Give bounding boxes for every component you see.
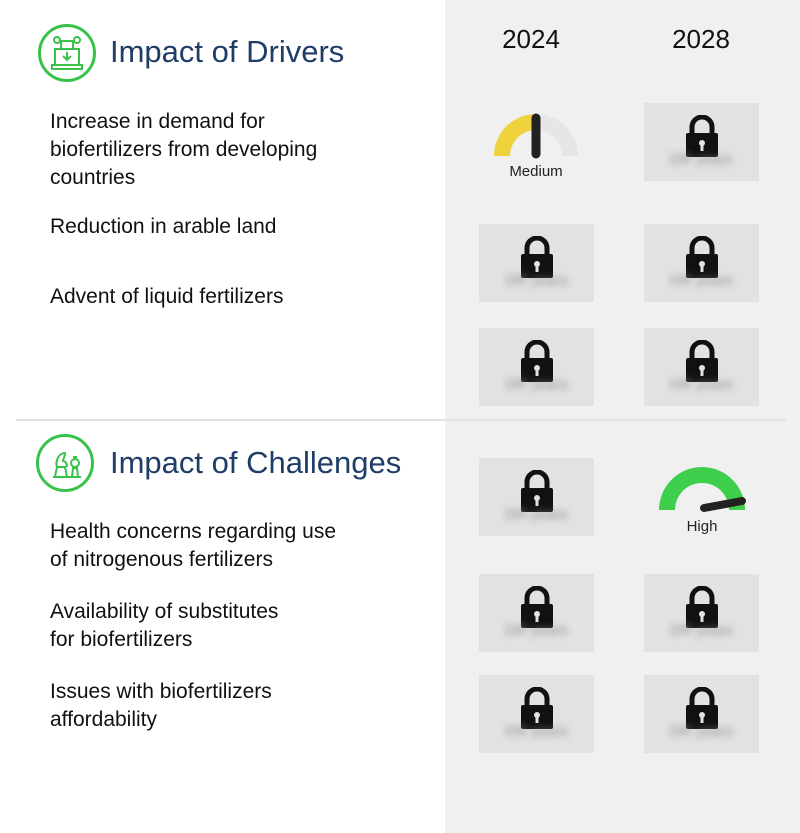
- medium-gauge-label: Medium: [509, 163, 563, 180]
- lock-icon: [686, 340, 718, 382]
- lock-icon: [521, 340, 553, 382]
- locked-cell[interactable]: DR years: [479, 458, 594, 536]
- locked-cell[interactable]: DR years: [644, 224, 759, 302]
- locked-cell[interactable]: DR years: [479, 328, 594, 406]
- locked-cell[interactable]: DR years: [644, 103, 759, 181]
- lock-icon: [521, 687, 553, 729]
- lock-icon: [686, 586, 718, 628]
- high-impact-gauge: High: [642, 458, 762, 548]
- driver-row-1-label: Increase in demand for biofertilizers fr…: [50, 110, 318, 189]
- challenge-row-2-label: Availability of substitutes for bioferti…: [50, 600, 279, 651]
- challenge-row-3-label: Issues with biofertilizers affordability: [50, 680, 272, 731]
- lock-icon: [521, 470, 553, 512]
- lock-icon: [521, 236, 553, 278]
- factory-icon: [38, 24, 96, 82]
- driver-row-3-label: Advent of liquid fertilizers: [50, 285, 284, 308]
- challenge-row-1-label: Health concerns regarding use of nitroge…: [50, 520, 337, 571]
- locked-cell[interactable]: DR years: [644, 574, 759, 652]
- locked-cell[interactable]: DR years: [479, 224, 594, 302]
- locked-cell[interactable]: DR years: [479, 675, 594, 753]
- lock-icon: [686, 115, 718, 157]
- chess-pieces-icon: [36, 434, 94, 492]
- year-2028-header: 2028: [672, 24, 730, 54]
- lock-icon: [686, 236, 718, 278]
- section-divider: [16, 419, 786, 421]
- locked-cell[interactable]: DR years: [644, 675, 759, 753]
- year-2024-header: 2024: [502, 24, 560, 54]
- locked-cell[interactable]: DR years: [479, 574, 594, 652]
- medium-impact-gauge: Medium: [476, 104, 596, 194]
- challenges-title: Impact of Challenges: [110, 445, 402, 480]
- lock-icon: [686, 687, 718, 729]
- locked-cell[interactable]: DR years: [644, 328, 759, 406]
- driver-row-2-label: Reduction in arable land: [50, 215, 277, 238]
- lock-icon: [521, 586, 553, 628]
- drivers-title: Impact of Drivers: [110, 34, 345, 69]
- high-gauge-label: High: [686, 518, 718, 535]
